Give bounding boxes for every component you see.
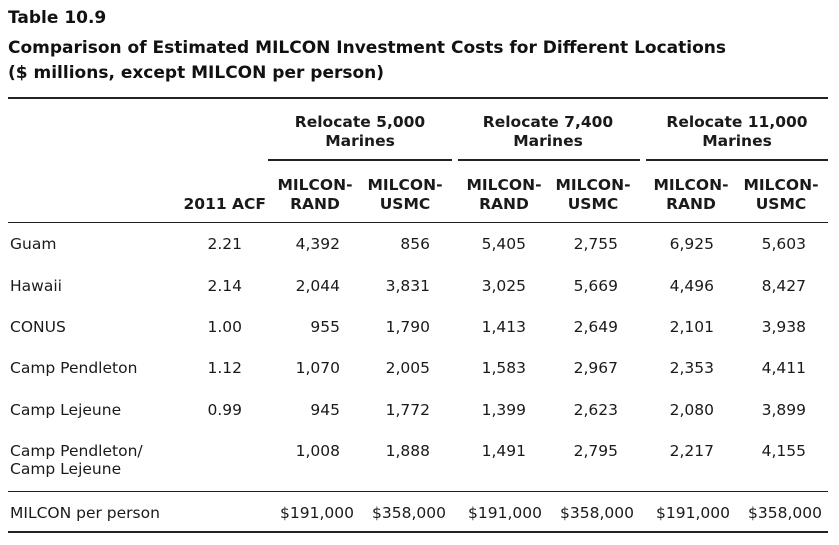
col-header-rand-7400-sub: RAND bbox=[479, 195, 529, 213]
table-cell: 1.00 bbox=[207, 318, 242, 336]
col-header-usmc-7400-sub: USMC bbox=[567, 195, 619, 213]
col-header-usmc-11000-sub: USMC bbox=[755, 195, 807, 213]
table-subtitle: ($ millions, except MILCON per person) bbox=[8, 63, 385, 83]
table-title: Comparison of Estimated MILCON Investmen… bbox=[8, 38, 727, 58]
table-number: Table 10.9 bbox=[8, 8, 107, 28]
table-cell: 2,101 bbox=[669, 318, 714, 336]
per-person-cell: $191,000 bbox=[656, 504, 730, 522]
col-header-rand-5000-sub: RAND bbox=[290, 195, 340, 213]
table-cell: 2,044 bbox=[295, 277, 340, 295]
table-cell: 5,603 bbox=[761, 235, 806, 253]
row-label: Guam bbox=[10, 235, 57, 253]
row-label: Hawaii bbox=[10, 277, 62, 295]
table-cell: 1,583 bbox=[481, 359, 526, 377]
table-cell: 1,772 bbox=[385, 401, 430, 419]
table-cell: 2,080 bbox=[669, 401, 714, 419]
row-label: CONUS bbox=[10, 318, 66, 336]
table-cell: 1,790 bbox=[385, 318, 430, 336]
group-header-11000-sub: Marines bbox=[702, 132, 772, 150]
table-cell: 1,888 bbox=[385, 442, 430, 460]
table-cell: 945 bbox=[310, 401, 340, 419]
table-cell: 2,967 bbox=[573, 359, 618, 377]
table-cell: 955 bbox=[310, 318, 340, 336]
table-cell: 2.21 bbox=[207, 235, 242, 253]
table-cell: 1,413 bbox=[481, 318, 526, 336]
row-label: Camp Pendleton/ bbox=[10, 442, 143, 460]
col-header-usmc-5000: MILCON- bbox=[367, 176, 443, 194]
table-cell: 1,008 bbox=[295, 442, 340, 460]
table-cell: 3,025 bbox=[481, 277, 526, 295]
table-cell: 4,155 bbox=[761, 442, 806, 460]
table-cell: 2,217 bbox=[669, 442, 714, 460]
col-header-rand-11000-sub: RAND bbox=[666, 195, 716, 213]
group-header-7400: Relocate 7,400 bbox=[482, 113, 614, 131]
per-person-cell: $358,000 bbox=[372, 504, 446, 522]
group-header-5000: Relocate 5,000 bbox=[294, 113, 426, 131]
top-rule bbox=[8, 97, 828, 99]
row-label: Camp Lejeune bbox=[10, 401, 122, 419]
col-header-rand-7400: MILCON- bbox=[466, 176, 542, 194]
group-rule-5000 bbox=[268, 159, 452, 161]
table-cell: 0.99 bbox=[207, 401, 242, 419]
table-cell: 5,405 bbox=[481, 235, 526, 253]
row-label-continued: Camp Lejeune bbox=[10, 460, 122, 478]
group-rule-11000 bbox=[646, 159, 828, 161]
table-cell: 4,411 bbox=[761, 359, 806, 377]
per-person-cell: $358,000 bbox=[560, 504, 634, 522]
group-rule-7400 bbox=[458, 159, 640, 161]
col-header-usmc-5000-sub: USMC bbox=[379, 195, 431, 213]
group-header-7400-sub: Marines bbox=[513, 132, 583, 150]
col-header-rand-11000: MILCON- bbox=[653, 176, 729, 194]
table-cell: 2,353 bbox=[669, 359, 714, 377]
table-cell: 4,496 bbox=[669, 277, 714, 295]
row-label: Camp Pendleton bbox=[10, 359, 138, 377]
col-header-rand-5000: MILCON- bbox=[277, 176, 353, 194]
table-cell: 856 bbox=[400, 235, 430, 253]
table-cell: 8,427 bbox=[761, 277, 806, 295]
table-cell: 1.12 bbox=[207, 359, 242, 377]
table-cell: 2.14 bbox=[207, 277, 242, 295]
table-cell: 6,925 bbox=[669, 235, 714, 253]
table-cell: 3,899 bbox=[761, 401, 806, 419]
group-header-5000-sub: Marines bbox=[325, 132, 395, 150]
table-cell: 5,669 bbox=[573, 277, 618, 295]
header-rule bbox=[8, 222, 828, 223]
table-cell: 3,938 bbox=[761, 318, 806, 336]
table-cell: 2,755 bbox=[573, 235, 618, 253]
per-person-cell: $358,000 bbox=[748, 504, 822, 522]
per-person-rule bbox=[8, 491, 828, 492]
table-cell: 2,649 bbox=[573, 318, 618, 336]
table-cell: 1,491 bbox=[481, 442, 526, 460]
table-cell: 2,795 bbox=[573, 442, 618, 460]
col-header-usmc-11000: MILCON- bbox=[743, 176, 819, 194]
table-cell: 3,831 bbox=[385, 277, 430, 295]
table-cell: 1,399 bbox=[481, 401, 526, 419]
per-person-label: MILCON per person bbox=[10, 504, 160, 522]
bottom-rule bbox=[8, 531, 828, 533]
col-header-acf: 2011 ACF bbox=[183, 195, 267, 213]
table-cell: 2,623 bbox=[573, 401, 618, 419]
table-cell: 4,392 bbox=[295, 235, 340, 253]
col-header-usmc-7400: MILCON- bbox=[555, 176, 631, 194]
table-cell: 1,070 bbox=[295, 359, 340, 377]
group-header-11000: Relocate 11,000 bbox=[666, 113, 808, 131]
per-person-cell: $191,000 bbox=[468, 504, 542, 522]
per-person-cell: $191,000 bbox=[280, 504, 354, 522]
table-cell: 2,005 bbox=[385, 359, 430, 377]
